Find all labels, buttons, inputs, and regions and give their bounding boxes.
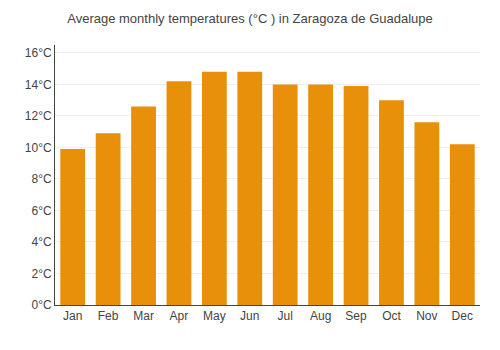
svg-text:Jun: Jun: [240, 309, 259, 323]
svg-text:6°C: 6°C: [31, 204, 51, 218]
svg-text:16°C: 16°C: [25, 46, 52, 60]
svg-text:Jul: Jul: [278, 309, 293, 323]
svg-text:Dec: Dec: [452, 309, 473, 323]
svg-text:Oct: Oct: [382, 309, 401, 323]
svg-text:10°C: 10°C: [25, 141, 52, 155]
svg-text:Nov: Nov: [416, 309, 437, 323]
svg-text:Feb: Feb: [98, 309, 119, 323]
svg-text:12°C: 12°C: [25, 109, 52, 123]
svg-text:Mar: Mar: [133, 309, 154, 323]
svg-text:Jan: Jan: [63, 309, 82, 323]
svg-text:2°C: 2°C: [31, 267, 51, 281]
svg-text:Aug: Aug: [310, 309, 331, 323]
svg-text:4°C: 4°C: [31, 235, 51, 249]
svg-text:Sep: Sep: [345, 309, 367, 323]
svg-text:Apr: Apr: [170, 309, 189, 323]
svg-text:0°C: 0°C: [31, 298, 51, 312]
svg-text:14°C: 14°C: [25, 78, 52, 92]
svg-text:May: May: [203, 309, 226, 323]
svg-text:8°C: 8°C: [31, 172, 51, 186]
svg-text:Average monthly temperatures (: Average monthly temperatures (°C ) in Za…: [67, 11, 433, 26]
